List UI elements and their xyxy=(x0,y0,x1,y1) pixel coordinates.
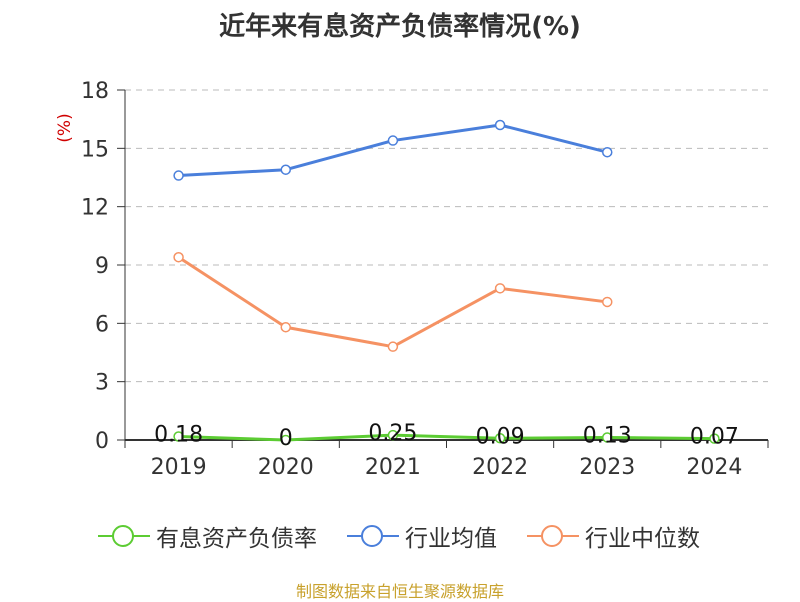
data-point-industry_avg xyxy=(602,146,613,158)
data-point-industry_avg xyxy=(387,135,399,146)
legend-label: 行业均值 xyxy=(405,526,497,552)
data-point-industry_avg xyxy=(280,164,291,175)
data-point-debt_ratio xyxy=(280,434,291,446)
legend-marker xyxy=(347,518,399,554)
data-point-industry_median xyxy=(494,283,506,294)
chart-legend: 有息资产负债率 行业均值 行业中位数 xyxy=(0,518,800,558)
legend-item-industry_avg[interactable]: 行业均值 xyxy=(347,518,497,554)
x-tick-label: 2022 xyxy=(472,455,528,480)
y-tick-label: 0 xyxy=(95,429,109,454)
legend-item-debt_ratio[interactable]: 有息资产负债率 xyxy=(98,518,317,554)
data-point-industry_avg xyxy=(173,170,184,181)
y-axis-unit: (%) xyxy=(55,113,75,142)
y-tick-label: 3 xyxy=(95,371,109,396)
legend-label: 行业中位数 xyxy=(585,526,700,552)
legend-marker xyxy=(527,518,579,554)
y-tick-label: 18 xyxy=(81,79,109,104)
data-point-debt_ratio xyxy=(173,431,184,442)
x-tick-label: 2021 xyxy=(365,455,421,480)
x-tick-label: 2020 xyxy=(258,455,314,480)
x-tick-label: 2024 xyxy=(686,455,742,480)
data-label: 0.13 xyxy=(583,423,632,448)
chart-title: 近年来有息资产负债率情况(%) xyxy=(219,12,581,42)
legend-item-industry_median[interactable]: 行业中位数 xyxy=(527,518,700,554)
data-point-industry_median xyxy=(280,321,291,333)
data-point-debt_ratio xyxy=(494,433,506,444)
data-label: 0.09 xyxy=(476,424,525,449)
data-label: 0.18 xyxy=(154,423,203,448)
data-label: 0 xyxy=(279,426,293,451)
y-tick-label: 6 xyxy=(95,312,109,337)
series-line-industry_avg xyxy=(178,123,608,178)
data-label: 0.07 xyxy=(690,425,739,450)
data-point-industry_avg xyxy=(494,119,506,131)
data-point-debt_ratio xyxy=(709,433,720,444)
x-tick-label: 2023 xyxy=(579,455,635,480)
x-tick-label: 2019 xyxy=(151,455,207,480)
data-point-debt_ratio xyxy=(387,429,399,441)
series-line-debt_ratio xyxy=(178,433,715,442)
legend-marker xyxy=(98,518,150,554)
series-line-industry_median xyxy=(177,255,608,349)
data-point-industry_median xyxy=(387,341,399,352)
legend-label: 有息资产负债率 xyxy=(156,526,317,552)
y-tick-label: 9 xyxy=(95,254,109,279)
y-tick-label: 15 xyxy=(81,137,109,162)
data-point-industry_median xyxy=(602,296,613,308)
y-tick-label: 12 xyxy=(81,196,109,221)
data-point-debt_ratio xyxy=(602,432,613,443)
data-source-footer: 制图数据来自恒生聚源数据库 xyxy=(295,582,504,601)
data-label: 0.25 xyxy=(368,421,417,446)
data-point-industry_median xyxy=(173,251,184,263)
